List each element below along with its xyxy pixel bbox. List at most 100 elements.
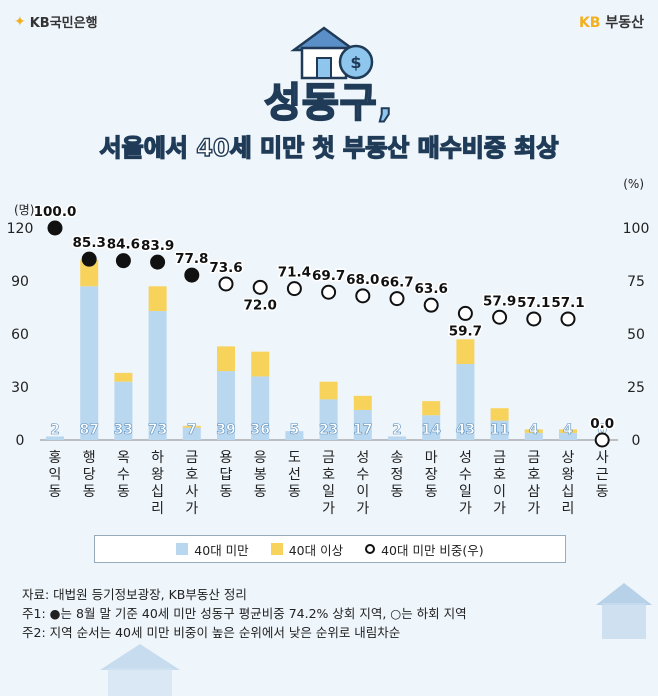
x-tick-label-char: 송 (391, 450, 404, 466)
legend-label-share: 40대 미만 비중(우) (381, 542, 484, 558)
bar-value-label: 5 (290, 422, 300, 438)
bar-over40 (251, 351, 270, 377)
share-marker (560, 311, 576, 327)
footnotes: 자료: 대법원 등기정보광장, KB부동산 정리 주1: ●는 8월 말 기준 … (22, 585, 467, 642)
share-marker (594, 432, 610, 448)
x-tick-label-char: 금 (185, 450, 198, 466)
share-value-label: 57.1 (517, 295, 550, 311)
bar-value-label: 11 (490, 422, 509, 438)
note-source: 자료: 대법원 등기정보광장, KB부동산 정리 (22, 587, 247, 602)
bar-over40 (217, 346, 235, 372)
x-tick-label-char: 행 (83, 450, 96, 466)
share-marker (218, 276, 234, 292)
x-tick-label-char: 동 (49, 484, 62, 500)
bar-value-label: 73 (148, 422, 167, 438)
house-icon-decoration-2 (100, 644, 180, 696)
x-tick-label-char: 동 (288, 484, 301, 500)
x-tick-label-char: 마 (425, 450, 438, 466)
x-tick-label-char: 성 (356, 450, 369, 466)
x-tick-label-char: 용 (220, 450, 233, 466)
bar-under40 (114, 381, 133, 440)
bar-under40 (182, 427, 201, 440)
x-tick-label-char: 동 (391, 484, 404, 500)
share-value-label: 69.7 (312, 268, 345, 284)
legend-swatch-under40 (176, 543, 189, 555)
share-value-label: 84.6 (107, 237, 140, 253)
bar-value-label: 43 (456, 422, 475, 438)
share-value-label: 0.0 (590, 416, 614, 432)
x-tick-label-char: 상 (562, 450, 575, 466)
share-marker (321, 284, 337, 300)
x-tick-label-char: 이 (356, 484, 369, 500)
legend-label-over40: 40대 이상 (288, 542, 344, 558)
x-tick-label-char: 가 (322, 501, 335, 517)
x-tick-label-char: 이 (493, 484, 506, 500)
x-tick-label-char: 사 (185, 484, 198, 500)
x-tick-label-char: 가 (527, 501, 540, 517)
share-value-label: 77.8 (175, 251, 208, 267)
y-left-tick: 60 (11, 327, 29, 343)
share-marker (150, 254, 166, 270)
y-right-tick: 100 (623, 221, 650, 237)
x-tick-label-char: 동 (254, 484, 267, 500)
x-tick-label-char: 정 (391, 467, 404, 483)
house-icon-decoration (596, 583, 652, 639)
x-tick-label-char: 호 (322, 467, 335, 483)
x-tick-label-char: 옥 (117, 450, 130, 466)
share-value-label: 71.4 (278, 265, 311, 281)
y-right-tick: 0 (632, 433, 641, 449)
share-marker (355, 288, 371, 304)
share-value-label: 100.0 (34, 204, 77, 220)
share-value-label: 73.6 (209, 260, 242, 276)
share-marker (389, 291, 405, 307)
note-1: 주1: ●는 8월 말 기준 40세 미만 성동구 평균비중 74.2% 상회 … (22, 606, 467, 621)
x-tick-label-char: 수 (356, 467, 369, 483)
bar-over40 (559, 429, 577, 433)
share-marker (457, 305, 473, 321)
x-tick-label-char: 동 (83, 484, 96, 500)
x-tick-label-char: 수 (459, 467, 472, 483)
y-right-tick: 75 (627, 274, 645, 290)
legend-swatch-share (365, 544, 376, 554)
y-left-tick: 90 (11, 274, 29, 290)
share-value-label: 72.0 (244, 297, 277, 313)
x-tick-label-char: 동 (220, 484, 233, 500)
page-subtitle: 서울에서 40세 미만 첫 부동산 매수비중 최상 (99, 133, 559, 162)
x-tick-label-char: 가 (459, 501, 472, 517)
x-tick-label-char: 호 (185, 467, 198, 483)
x-tick-label-char: 수 (117, 467, 130, 483)
bar-under40 (524, 432, 543, 440)
x-tick-label-char: 동 (425, 484, 438, 500)
share-marker (252, 279, 268, 295)
share-marker (81, 251, 97, 267)
bar-value-label: 4 (529, 422, 539, 438)
bar-under40 (80, 286, 99, 440)
bar-value-label: 87 (79, 422, 98, 438)
chart-legend: 40대 미만 40대 이상 40대 미만 비중(우) (94, 535, 566, 563)
legend-label-under40: 40대 미만 (194, 542, 249, 558)
x-tick-label-char: 익 (49, 467, 62, 483)
kb-realestate-logo: KB 부동산 (579, 12, 644, 32)
x-tick-label-char: 가 (185, 501, 198, 517)
x-tick-label-char: 성 (459, 450, 472, 466)
x-tick-label-char: 동 (117, 484, 130, 500)
share-value-label: 66.7 (380, 275, 413, 291)
bar-under40 (422, 415, 441, 440)
share-marker (526, 311, 542, 327)
y-right-tick: 50 (627, 327, 645, 343)
x-tick-label-char: 장 (425, 467, 438, 483)
bar-over40 (80, 259, 99, 287)
bar-value-label: 36 (250, 422, 269, 438)
bar-value-label: 23 (319, 422, 338, 438)
bar-value-label: 4 (563, 422, 573, 438)
x-tick-label-char: 호 (493, 467, 506, 483)
x-tick-label-char: 왕 (562, 467, 575, 483)
x-tick-label-char: 선 (288, 467, 301, 483)
note-2: 주2: 지역 순서는 40세 미만 비중이 높은 순위에서 낮은 순위로 내림차… (22, 625, 401, 640)
bar-over40 (114, 372, 133, 382)
page-title: 성동구, (263, 79, 394, 127)
x-tick-label-char: 호 (527, 467, 540, 483)
kb-brand-text: KB (578, 15, 601, 31)
bar-over40 (422, 401, 441, 416)
